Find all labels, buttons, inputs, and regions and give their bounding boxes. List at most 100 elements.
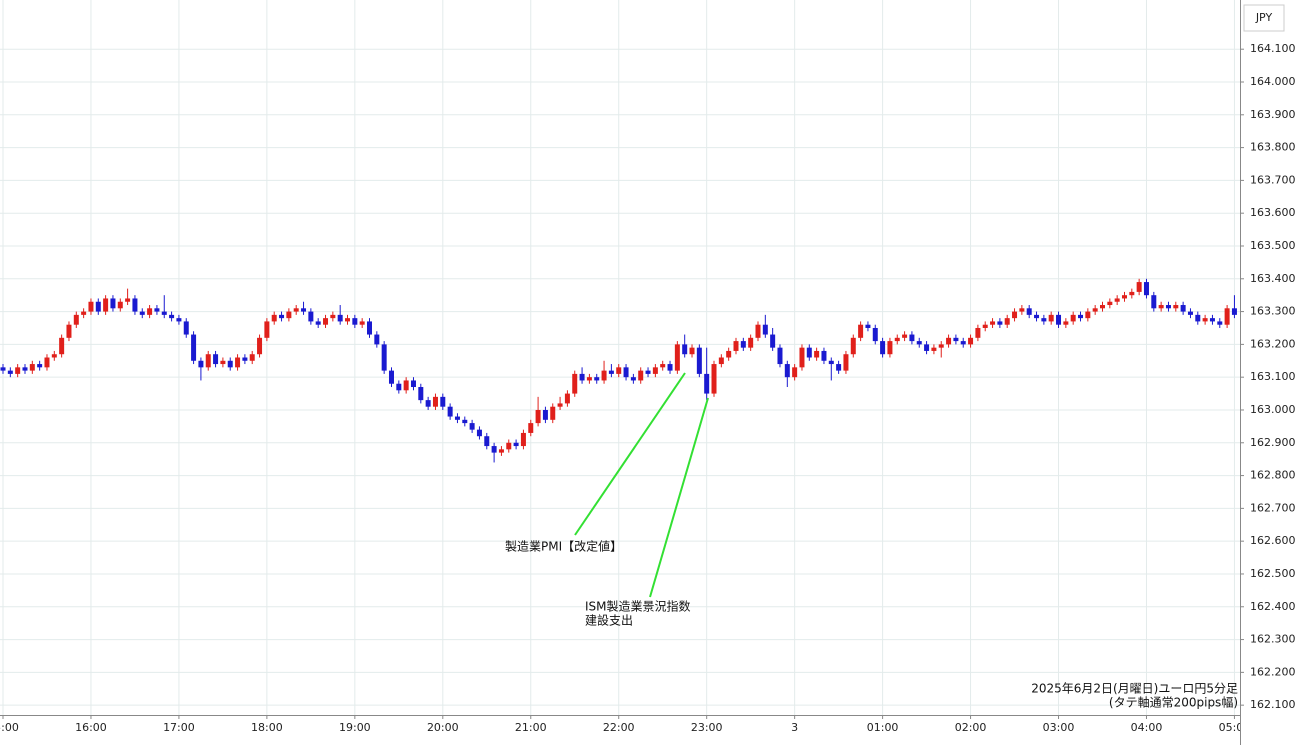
candle-body (161, 311, 167, 315)
candle-body (777, 347, 783, 365)
candle-body (337, 314, 343, 322)
candle-body (498, 449, 504, 453)
candle-body (799, 347, 805, 368)
annotation-line (574, 372, 686, 536)
candle-body (279, 314, 285, 319)
y-tick-label: 163.700 (1250, 173, 1296, 186)
candle-body (1070, 314, 1076, 322)
x-tick-label: 02:00 (955, 721, 987, 734)
candle-body (1151, 295, 1157, 309)
y-tick-label: 163.600 (1250, 206, 1296, 219)
candle-body (154, 308, 160, 312)
candle-body (95, 301, 101, 312)
candle-body (762, 324, 768, 335)
candle-body (198, 360, 204, 368)
y-tick-label: 164.000 (1250, 75, 1296, 88)
candle-body (22, 367, 28, 371)
candle-body (286, 311, 292, 319)
candle-body (755, 324, 761, 338)
candle-body (1165, 305, 1171, 309)
candle-body (388, 370, 394, 384)
candle-body (330, 314, 336, 319)
y-tick-label: 162.300 (1250, 633, 1296, 646)
candle-body (491, 446, 497, 453)
grid (0, 0, 1240, 715)
candle-body (1100, 305, 1105, 309)
candle-body (454, 416, 460, 420)
candle-body (872, 327, 878, 342)
candle-body (242, 357, 248, 361)
candle-body (1026, 308, 1032, 315)
candle-body (792, 367, 798, 378)
candle-body (528, 423, 534, 433)
candle-body (66, 324, 72, 338)
candle-body (29, 364, 35, 371)
candle-body (858, 324, 864, 338)
candle-body (191, 334, 197, 361)
y-tick-label: 162.600 (1250, 534, 1296, 547)
candle-body (37, 364, 43, 368)
candle-body (418, 387, 424, 401)
candle-body (946, 337, 952, 345)
candle-body (1158, 305, 1164, 309)
candle-body (1056, 314, 1062, 325)
candle-body (623, 367, 629, 378)
candle-body (601, 370, 607, 381)
candle-body (931, 347, 937, 351)
candle-body (132, 298, 138, 312)
candle-body (293, 308, 299, 312)
candle-body (850, 337, 856, 355)
candle-body (520, 432, 526, 447)
candle-body (784, 364, 790, 378)
candle-body (674, 344, 680, 371)
candle-body (396, 383, 402, 391)
candle-body (476, 429, 482, 437)
x-axis: 15:00 16:00 17:00 18:00 19:00 20:00 21:00 22:00… (0, 715, 1240, 734)
x-tick-label: 04:00 (1131, 721, 1163, 734)
x-tick-label: 01:00 (867, 721, 899, 734)
candles (0, 278, 1237, 463)
candle-body (301, 308, 307, 312)
candle-body (997, 321, 1003, 325)
candle-body (1209, 318, 1215, 322)
candle-body (660, 364, 666, 368)
candle-body (1004, 318, 1010, 325)
annotation-line (649, 397, 709, 598)
candle-body (1180, 305, 1186, 312)
candle-body (821, 350, 827, 361)
candle-body (711, 364, 717, 394)
candle-body (652, 367, 658, 374)
x-tick-label: 20:00 (427, 721, 459, 734)
candle-body (1217, 321, 1223, 325)
candle-body (139, 311, 145, 315)
y-tick-label: 163.800 (1250, 141, 1296, 154)
candle-body (579, 373, 585, 381)
candle-body (447, 406, 453, 417)
candle-body (902, 334, 908, 338)
candle-body (1078, 314, 1084, 319)
y-tick-label: 163.900 (1250, 108, 1296, 121)
candle-body (564, 393, 570, 404)
candle-body (733, 341, 739, 351)
candle-body (682, 344, 688, 355)
candle-body (432, 396, 438, 407)
candle-body (205, 354, 211, 368)
currency-label: JPY (1255, 11, 1273, 24)
candle-body (975, 327, 981, 338)
candle-body (535, 409, 541, 424)
candle-body (257, 337, 263, 355)
candle-body (806, 347, 812, 358)
candle-body (374, 334, 380, 345)
candle-body (271, 314, 277, 322)
candle-body (403, 380, 409, 391)
candle-body (73, 314, 79, 325)
y-tick-label: 162.400 (1250, 600, 1296, 613)
x-tick-label: 18:00 (251, 721, 283, 734)
y-tick-label: 162.500 (1250, 567, 1296, 580)
x-tick-label: 16:00 (75, 721, 107, 734)
candle-body (59, 337, 65, 355)
candle-body (594, 377, 600, 381)
candle-body (367, 321, 372, 335)
candle-body (880, 341, 886, 355)
